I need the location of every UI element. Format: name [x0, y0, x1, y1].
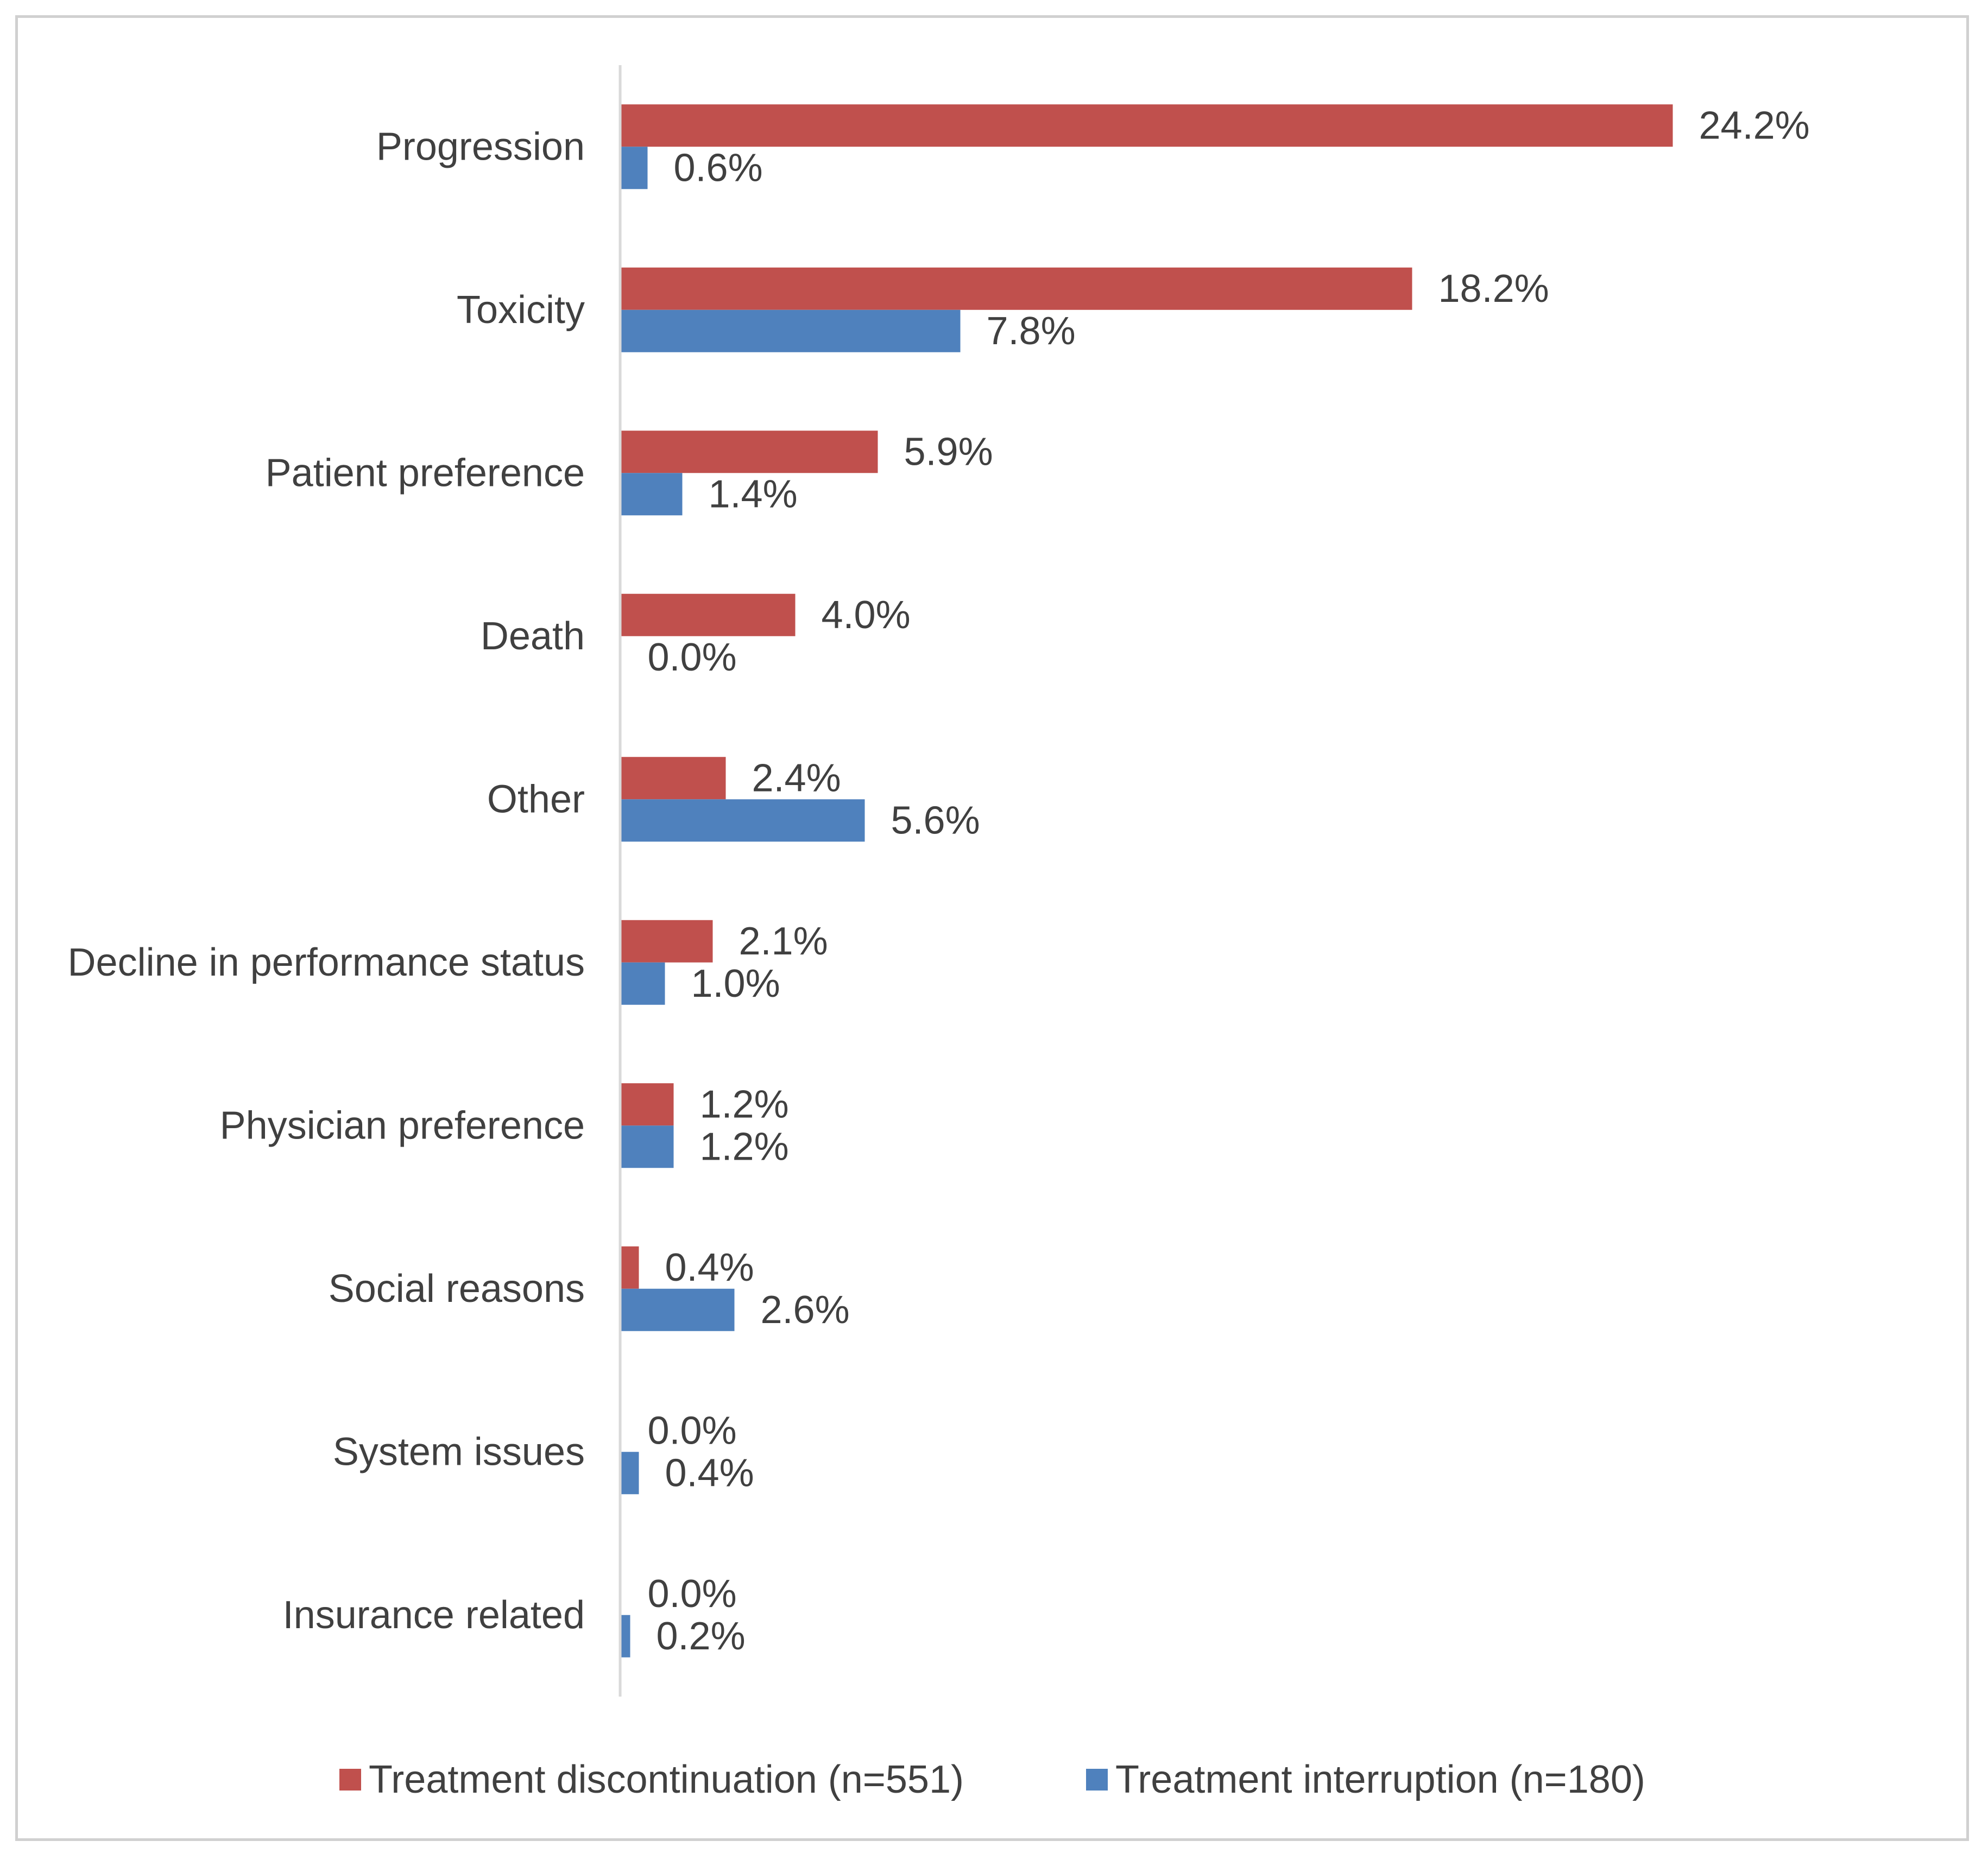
bar-interruption-insurance-related	[621, 1615, 630, 1657]
data-label-interruption-social-reasons: 2.6%	[761, 1288, 850, 1332]
bars-layer	[619, 65, 1673, 1697]
data-label-interruption-toxicity: 7.8%	[987, 309, 1076, 353]
bar-discontinuation-decline-in-performance-status	[621, 920, 713, 963]
data-label-interruption-patient-preference: 1.4%	[709, 472, 798, 516]
bar-interruption-toxicity	[621, 309, 961, 352]
category-label-death: Death	[481, 615, 585, 658]
bar-interruption-system-issues	[621, 1452, 639, 1495]
data-label-discontinuation-social-reasons: 0.4%	[665, 1246, 754, 1289]
legend-swatch-discontinuation	[339, 1769, 361, 1791]
data-label-discontinuation-decline-in-performance-status: 2.1%	[739, 920, 828, 963]
category-label-progression: Progression	[376, 125, 585, 168]
legend-label-interruption: Treatment interruption (n=180)	[1115, 1758, 1645, 1801]
bar-discontinuation-death	[621, 593, 796, 636]
bar-discontinuation-toxicity	[621, 267, 1412, 310]
chart-frame	[15, 15, 1969, 1841]
bar-interruption-social-reasons	[621, 1288, 735, 1331]
data-label-discontinuation-toxicity: 18.2%	[1438, 267, 1549, 311]
category-label-decline-in-performance-status: Decline in performance status	[68, 941, 585, 984]
data-label-interruption-system-issues: 0.4%	[665, 1451, 754, 1495]
data-label-interruption-progression: 0.6%	[674, 146, 763, 189]
data-label-discontinuation-progression: 24.2%	[1699, 104, 1810, 147]
bar-discontinuation-progression	[621, 104, 1673, 147]
bar-interruption-decline-in-performance-status	[621, 962, 665, 1005]
data-label-interruption-insurance-related: 0.2%	[657, 1615, 746, 1658]
data-label-discontinuation-other: 2.4%	[752, 756, 841, 800]
bar-interruption-other	[621, 799, 865, 842]
bar-interruption-progression	[621, 147, 648, 189]
bar-interruption-patient-preference	[621, 473, 683, 516]
category-label-social-reasons: Social reasons	[329, 1267, 585, 1311]
bar-interruption-physician-preference	[621, 1125, 674, 1168]
category-label-other: Other	[487, 777, 585, 821]
data-label-discontinuation-insurance-related: 0.0%	[648, 1572, 737, 1616]
category-label-toxicity: Toxicity	[457, 288, 585, 332]
data-label-discontinuation-system-issues: 0.0%	[648, 1409, 737, 1452]
data-label-interruption-decline-in-performance-status: 1.0%	[691, 962, 780, 1005]
bar-discontinuation-social-reasons	[621, 1246, 639, 1289]
data-label-discontinuation-physician-preference: 1.2%	[700, 1083, 789, 1126]
category-label-system-issues: System issues	[333, 1430, 585, 1473]
data-label-discontinuation-patient-preference: 5.9%	[904, 430, 993, 473]
legend: Treatment discontinuation (n=551) Treatme…	[339, 1758, 1645, 1801]
data-label-interruption-physician-preference: 1.2%	[700, 1125, 789, 1168]
labels-layer: Progression 24.2% 0.6% Toxicity 18.2% 7.8% Pat…	[68, 104, 1810, 1658]
bar-discontinuation-other	[621, 757, 726, 800]
data-label-interruption-other: 5.6%	[891, 799, 980, 842]
legend-swatch-interruption	[1086, 1769, 1108, 1791]
bar-discontinuation-physician-preference	[621, 1083, 674, 1126]
data-label-discontinuation-death: 4.0%	[822, 593, 911, 637]
bar-discontinuation-patient-preference	[621, 431, 878, 473]
category-label-insurance-related: Insurance related	[283, 1593, 585, 1637]
legend-label-discontinuation: Treatment discontinuation (n=551)	[369, 1758, 964, 1801]
category-label-patient-preference: Patient preference	[266, 451, 585, 495]
category-label-physician-preference: Physician preference	[220, 1104, 585, 1147]
data-label-interruption-death: 0.0%	[648, 636, 737, 679]
